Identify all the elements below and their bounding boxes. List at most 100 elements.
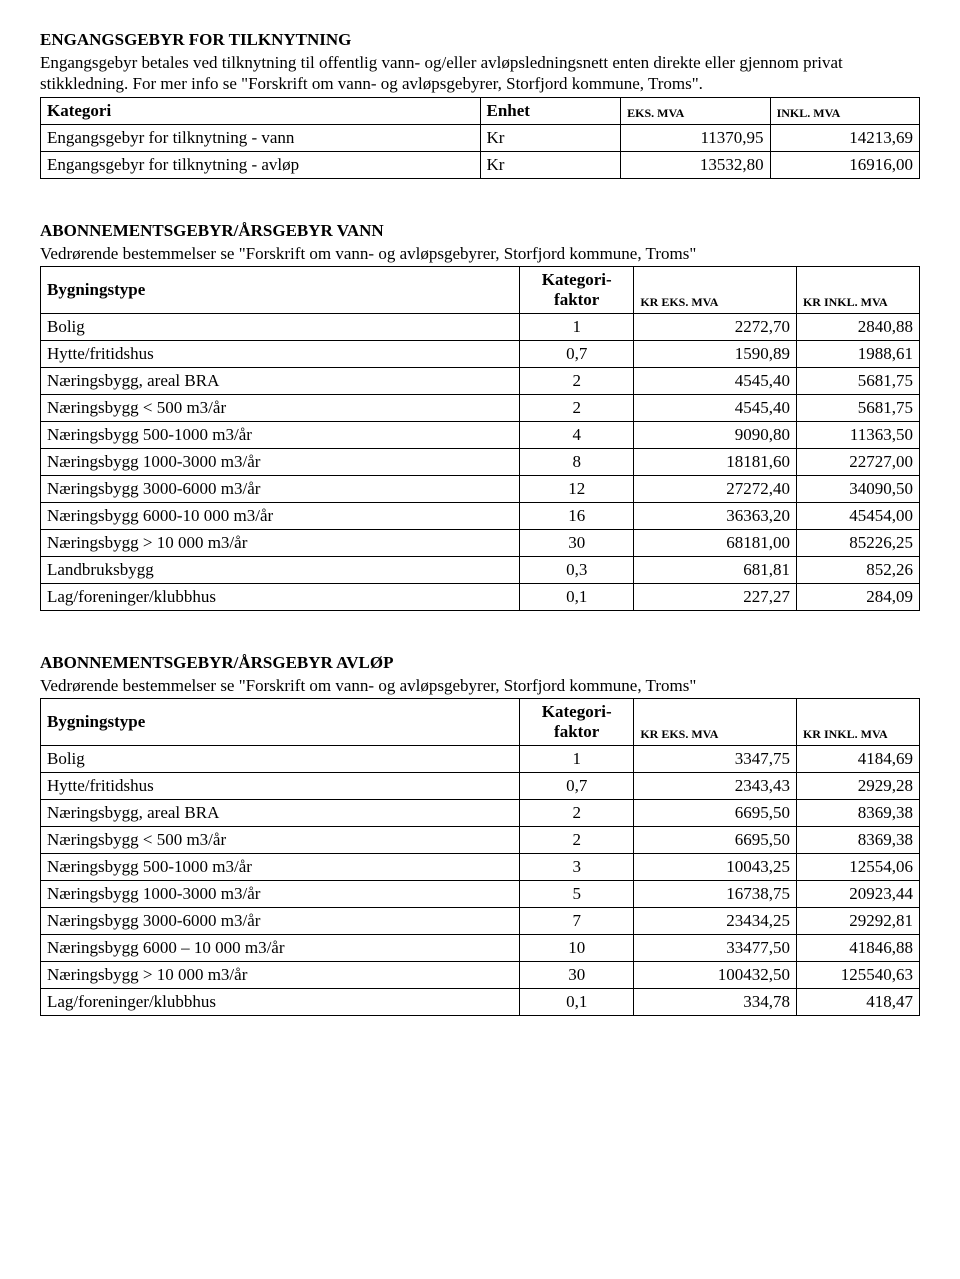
table-row: Hytte/fritidshus0,72343,432929,28 [41,773,920,800]
cell-label: Næringsbygg 6000 – 10 000 m3/år [41,935,520,962]
table-row: Lag/foreninger/klubbhus0,1334,78418,47 [41,989,920,1016]
cell-factor: 2 [520,827,634,854]
cell-eks: 9090,80 [634,421,797,448]
cell-factor: 0,3 [520,556,634,583]
cell-eks: 33477,50 [634,935,797,962]
cell-eks: 10043,25 [634,854,797,881]
cell-inkl: 85226,25 [796,529,919,556]
cell-factor: 3 [520,854,634,881]
cell-factor: 0,1 [520,583,634,610]
table-vann: Bygningstype Kategori-faktor KR EKS. MVA… [40,266,920,611]
cell-eks: 11370,95 [621,124,770,151]
cell-factor: 12 [520,475,634,502]
table-row: Landbruksbygg0,3681,81852,26 [41,556,920,583]
col-kr-inkl: KR INKL. MVA [796,266,919,313]
cell-label: Næringsbygg < 500 m3/år [41,394,520,421]
cell-inkl: 2840,88 [796,313,919,340]
cell-factor: 0,7 [520,340,634,367]
cell-label: Lag/foreninger/klubbhus [41,583,520,610]
cell-eks: 4545,40 [634,394,797,421]
cell-factor: 4 [520,421,634,448]
cell-label: Hytte/fritidshus [41,340,520,367]
cell-label: Næringsbygg > 10 000 m3/år [41,962,520,989]
cell-factor: 30 [520,962,634,989]
cell-label: Næringsbygg 500-1000 m3/år [41,421,520,448]
table-row: Hytte/fritidshus0,71590,891988,61 [41,340,920,367]
section-avlop: ABONNEMENTSGEBYR/ÅRSGEBYR AVLØP Vedrøren… [40,653,920,1016]
cell-label: Engangsgebyr for tilknytning - vann [41,124,481,151]
table-row: Lag/foreninger/klubbhus0,1227,27284,09 [41,583,920,610]
cell-label: Hytte/fritidshus [41,773,520,800]
cell-factor: 1 [520,746,634,773]
cell-label: Næringsbygg, areal BRA [41,367,520,394]
heading-engangsgebyr: ENGANGSGEBYR FOR TILKNYTNING [40,30,920,50]
cell-factor: 2 [520,800,634,827]
cell-label: Næringsbygg 3000-6000 m3/år [41,475,520,502]
desc-vann: Vedrørende bestemmelser se "Forskrift om… [40,243,920,264]
cell-inkl: 11363,50 [796,421,919,448]
col-kategori: Kategori [41,97,481,124]
cell-factor: 7 [520,908,634,935]
cell-factor: 0,1 [520,989,634,1016]
col-kategorifaktor: Kategori-faktor [520,266,634,313]
cell-label: Landbruksbygg [41,556,520,583]
cell-factor: 10 [520,935,634,962]
cell-eks: 100432,50 [634,962,797,989]
cell-inkl: 14213,69 [770,124,919,151]
table-row: Næringsbygg > 10 000 m3/år30100432,50125… [41,962,920,989]
cell-label: Engangsgebyr for tilknytning - avløp [41,151,481,178]
table-row: Næringsbygg 500-1000 m3/år310043,2512554… [41,854,920,881]
cell-label: Bolig [41,746,520,773]
cell-eks: 1590,89 [634,340,797,367]
table-avlop: Bygningstype Kategori-faktor KR EKS. MVA… [40,698,920,1016]
cell-factor: 2 [520,367,634,394]
cell-eks: 16738,75 [634,881,797,908]
cell-inkl: 852,26 [796,556,919,583]
col-kategorifaktor: Kategori-faktor [520,699,634,746]
cell-inkl: 4184,69 [796,746,919,773]
cell-inkl: 16916,00 [770,151,919,178]
cell-factor: 0,7 [520,773,634,800]
cell-label: Næringsbygg > 10 000 m3/år [41,529,520,556]
col-kr-inkl: KR INKL. MVA [796,699,919,746]
cell-inkl: 8369,38 [796,800,919,827]
cell-eks: 2272,70 [634,313,797,340]
table-row: Næringsbygg, areal BRA24545,405681,75 [41,367,920,394]
heading-vann: ABONNEMENTSGEBYR/ÅRSGEBYR VANN [40,221,920,241]
cell-eks: 36363,20 [634,502,797,529]
table-row: Næringsbygg > 10 000 m3/år3068181,008522… [41,529,920,556]
cell-label: Næringsbygg 1000-3000 m3/år [41,448,520,475]
cell-inkl: 5681,75 [796,394,919,421]
cell-enhet: Kr [480,124,621,151]
table-row: Næringsbygg 1000-3000 m3/år818181,602272… [41,448,920,475]
cell-label: Næringsbygg 3000-6000 m3/år [41,908,520,935]
cell-inkl: 29292,81 [796,908,919,935]
cell-inkl: 22727,00 [796,448,919,475]
cell-eks: 68181,00 [634,529,797,556]
col-bygningstype: Bygningstype [41,266,520,313]
cell-eks: 4545,40 [634,367,797,394]
cell-label: Næringsbygg, areal BRA [41,800,520,827]
table-row: Næringsbygg 500-1000 m3/år49090,8011363,… [41,421,920,448]
cell-inkl: 20923,44 [796,881,919,908]
cell-eks: 6695,50 [634,827,797,854]
table-row: Næringsbygg 3000-6000 m3/år723434,252929… [41,908,920,935]
cell-label: Næringsbygg 500-1000 m3/år [41,854,520,881]
cell-eks: 23434,25 [634,908,797,935]
cell-inkl: 12554,06 [796,854,919,881]
cell-enhet: Kr [480,151,621,178]
section-vann: ABONNEMENTSGEBYR/ÅRSGEBYR VANN Vedrørend… [40,221,920,611]
col-inkl-mva: INKL. MVA [770,97,919,124]
table-row: Engangsgebyr for tilknytning - avløp Kr … [41,151,920,178]
table-header-row: Bygningstype Kategori-faktor KR EKS. MVA… [41,266,920,313]
cell-inkl: 125540,63 [796,962,919,989]
table-row: Bolig12272,702840,88 [41,313,920,340]
cell-factor: 2 [520,394,634,421]
table-row: Næringsbygg 6000 – 10 000 m3/år1033477,5… [41,935,920,962]
col-eks-mva: EKS. MVA [621,97,770,124]
table-engangsgebyr: Kategori Enhet EKS. MVA INKL. MVA Engang… [40,97,920,179]
col-bygningstype: Bygningstype [41,699,520,746]
cell-inkl: 34090,50 [796,475,919,502]
table-header-row: Bygningstype Kategori-faktor KR EKS. MVA… [41,699,920,746]
col-kr-eks: KR EKS. MVA [634,699,797,746]
